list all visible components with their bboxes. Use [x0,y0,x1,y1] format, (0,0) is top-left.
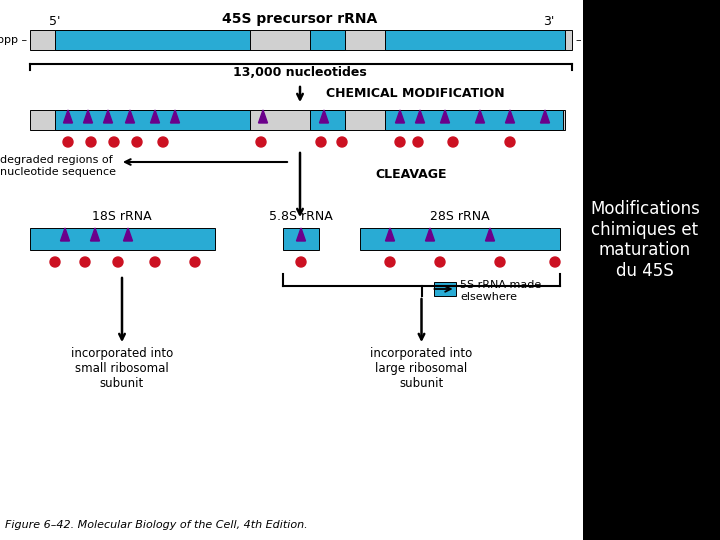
Circle shape [550,257,560,267]
Circle shape [132,137,142,147]
Text: 13,000 nucleotides: 13,000 nucleotides [233,66,367,79]
Text: 28S rRNA: 28S rRNA [430,210,490,223]
Circle shape [316,137,326,147]
Circle shape [86,137,96,147]
Bar [30,228,215,250]
Polygon shape [258,110,268,123]
Polygon shape [60,228,70,241]
Text: 5.8S rRNA: 5.8S rRNA [269,210,333,223]
Polygon shape [125,110,135,123]
Circle shape [395,137,405,147]
Polygon shape [441,110,449,123]
Bar [433,282,456,296]
Circle shape [113,257,123,267]
Bar [30,110,565,130]
Polygon shape [541,110,549,123]
Circle shape [109,137,119,147]
Circle shape [150,257,160,267]
Text: 18S rRNA: 18S rRNA [92,210,152,223]
Polygon shape [395,110,405,123]
Circle shape [495,257,505,267]
Polygon shape [385,228,395,241]
Text: 3': 3' [544,15,554,28]
Text: Modifications
chimiques et
maturation
du 45S: Modifications chimiques et maturation du… [590,200,700,280]
Circle shape [337,137,347,147]
Circle shape [80,257,90,267]
Circle shape [256,137,266,147]
Bar [583,0,720,540]
Polygon shape [320,110,328,123]
Text: ppp –: ppp – [0,35,27,45]
Text: CLEAVAGE: CLEAVAGE [375,168,446,181]
Text: incorporated into
small ribosomal
subunit: incorporated into small ribosomal subuni… [71,347,173,390]
Bar [310,30,345,50]
Text: 5S rRNA made
elsewhere: 5S rRNA made elsewhere [461,280,541,302]
Text: CHEMICAL MODIFICATION: CHEMICAL MODIFICATION [325,87,504,100]
Polygon shape [150,110,160,123]
Text: – OH: – OH [576,35,602,45]
Polygon shape [475,110,485,123]
Bar [283,228,319,250]
Circle shape [385,257,395,267]
Circle shape [158,137,168,147]
Polygon shape [124,228,132,241]
Text: 5': 5' [49,15,60,28]
Polygon shape [426,228,434,241]
Circle shape [505,137,515,147]
Bar [310,110,345,130]
Bar [360,228,560,250]
Polygon shape [171,110,179,123]
Text: degraded regions of
nucleotide sequence: degraded regions of nucleotide sequence [0,155,116,177]
Circle shape [63,137,73,147]
Polygon shape [297,228,305,241]
Polygon shape [415,110,425,123]
Text: Figure 6–42. Molecular Biology of the Cell, 4th Edition.: Figure 6–42. Molecular Biology of the Ce… [5,520,307,530]
Polygon shape [104,110,112,123]
Bar [55,30,250,50]
Circle shape [435,257,445,267]
Text: incorporated into
large ribosomal
subunit: incorporated into large ribosomal subuni… [370,347,472,390]
Bar [30,30,572,50]
Circle shape [50,257,60,267]
Text: 45S precursor rRNA: 45S precursor rRNA [222,12,377,26]
Bar [385,30,565,50]
Polygon shape [505,110,515,123]
Polygon shape [485,228,495,241]
Polygon shape [84,110,92,123]
Polygon shape [91,228,99,241]
Polygon shape [63,110,73,123]
Bar [385,110,563,130]
Circle shape [190,257,200,267]
Circle shape [296,257,306,267]
Circle shape [413,137,423,147]
Circle shape [448,137,458,147]
Bar [55,110,250,130]
